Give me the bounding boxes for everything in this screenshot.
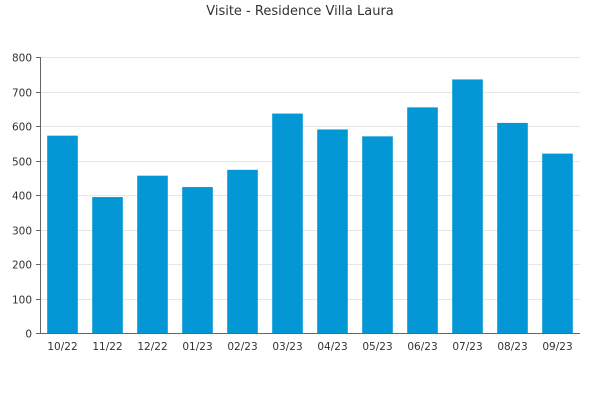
bar-09-23 (542, 153, 573, 333)
bar-07-23 (452, 79, 483, 334)
y-tick-label: 500 (12, 157, 32, 169)
y-tick-label: 700 (12, 88, 32, 100)
x-tick-label: 04/23 (317, 341, 347, 353)
y-tick-label: 0 (25, 329, 32, 341)
bar-08-23 (497, 122, 528, 334)
bar-01-23 (182, 187, 213, 333)
x-axis-ticks: 10/22 11/22 12/22 01/23 02/23 03/23 04/23 05/23… (47, 341, 572, 353)
bar-06-23 (407, 107, 438, 334)
bars (47, 79, 573, 334)
axes (40, 57, 580, 334)
x-tick-label: 03/23 (272, 341, 302, 353)
y-axis-ticks: 0 100 200 300 400 500 600 700 800 (12, 53, 40, 341)
y-tick-label: 100 (12, 295, 32, 307)
x-tick-label: 08/23 (497, 341, 527, 353)
y-tick-label: 400 (12, 191, 32, 203)
x-tick-label: 09/23 (542, 341, 572, 353)
x-tick-label: 12/22 (137, 341, 167, 353)
x-tick-label: 05/23 (362, 341, 392, 353)
x-tick-label: 01/23 (182, 341, 212, 353)
bar-02-23 (227, 169, 258, 333)
bar-11-22 (92, 197, 123, 333)
bar-12-22 (137, 175, 168, 333)
bar-10-22 (47, 135, 78, 333)
y-tick-label: 600 (12, 122, 32, 134)
y-tick-label: 200 (12, 260, 32, 272)
x-tick-label: 06/23 (407, 341, 437, 353)
y-tick-label: 800 (12, 53, 32, 65)
y-tick-label: 300 (12, 226, 32, 238)
x-tick-label: 02/23 (227, 341, 257, 353)
x-tick-label: 10/22 (47, 341, 77, 353)
bar-03-23 (272, 113, 303, 333)
bar-04-23 (317, 129, 348, 333)
chart-title: Visite - Residence Villa Laura (206, 4, 394, 19)
x-tick-label: 07/23 (452, 341, 482, 353)
bar-05-23 (362, 136, 393, 333)
grid-lines (40, 57, 580, 300)
x-tick-label: 11/22 (92, 341, 122, 353)
